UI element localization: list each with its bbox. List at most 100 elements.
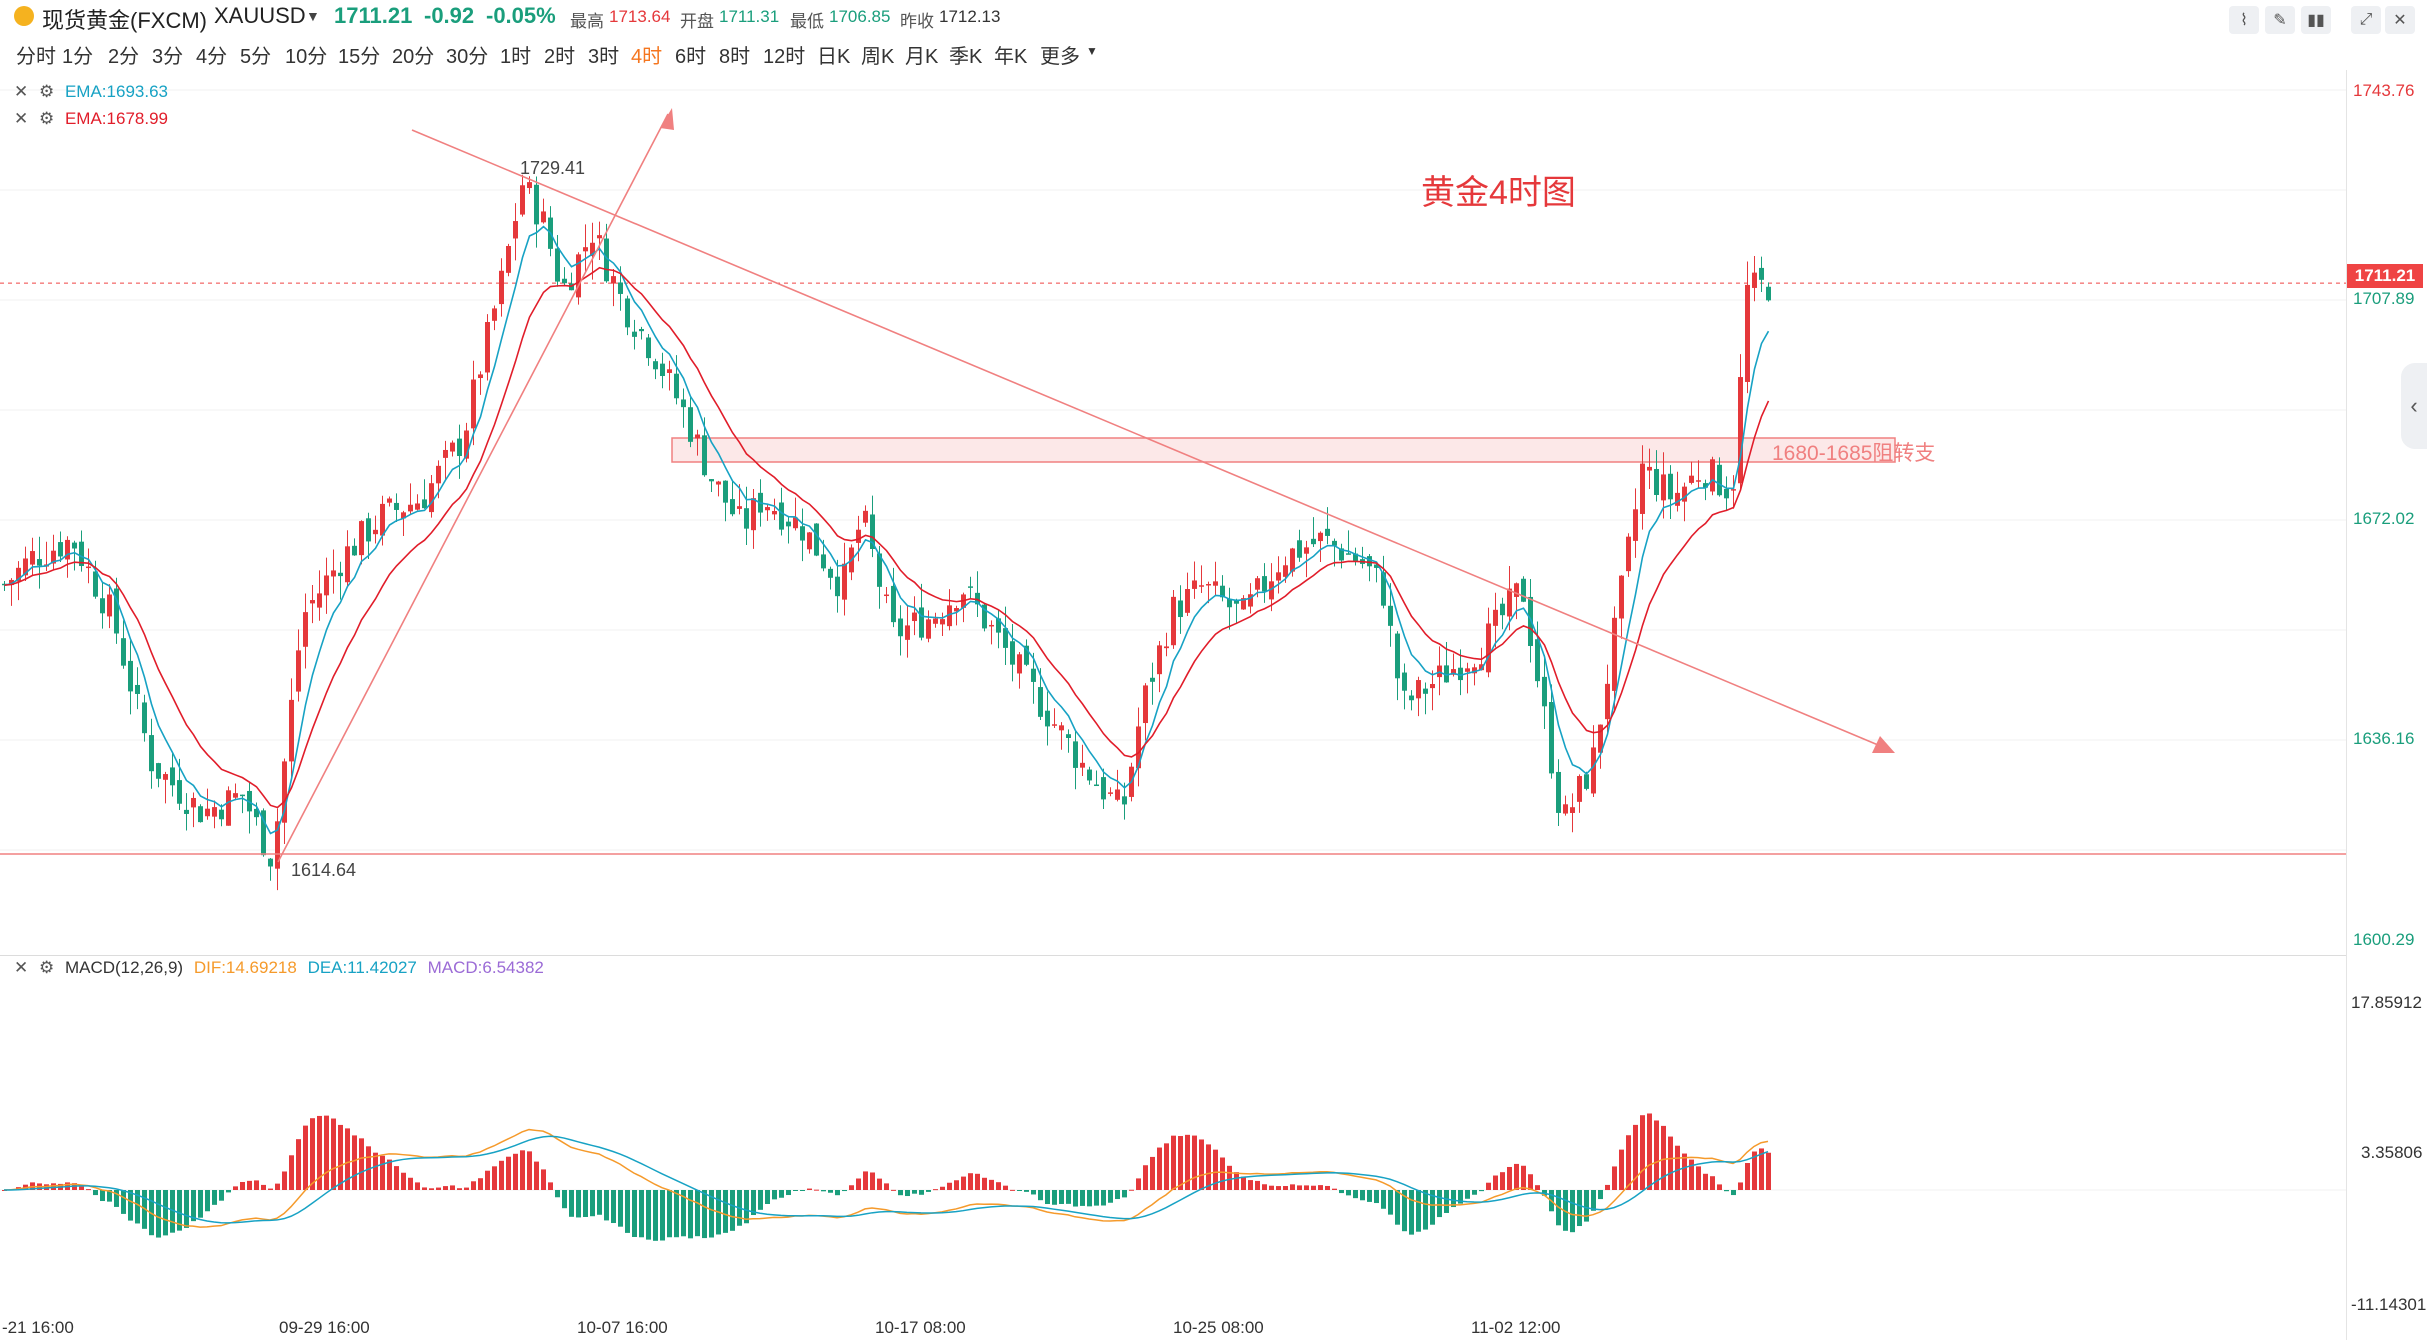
- macd-bar: [464, 1187, 469, 1190]
- gold-logo-icon: [14, 6, 34, 26]
- candle-body: [366, 518, 371, 542]
- symbol-code[interactable]: XAUUSD: [214, 3, 306, 28]
- candle-body: [1038, 687, 1043, 717]
- timeframe-14[interactable]: 6时: [675, 46, 707, 68]
- candle-body: [618, 282, 623, 294]
- price-chart[interactable]: [0, 70, 2347, 1343]
- macd-bar: [1612, 1166, 1617, 1190]
- downtrend-line: [411, 129, 1891, 751]
- macd-bar: [1157, 1147, 1162, 1190]
- ema-slow-label: EMA:1678.99: [64, 109, 168, 128]
- macd-bar: [324, 1115, 329, 1190]
- timeframe-20[interactable]: 季K: [949, 46, 983, 68]
- candle-body: [940, 619, 945, 625]
- candle-body: [394, 502, 399, 510]
- candle-body: [149, 735, 154, 772]
- timeframe-4[interactable]: 4分: [196, 46, 228, 68]
- candle-body: [191, 797, 196, 808]
- macd-bar: [548, 1182, 553, 1190]
- timeframe-10[interactable]: 1时: [500, 46, 532, 68]
- macd-bar: [212, 1190, 217, 1205]
- dea-line: [3, 1135, 1769, 1224]
- macd-bar: [121, 1190, 126, 1214]
- candle-body: [555, 248, 560, 282]
- candle-body: [86, 566, 91, 569]
- close-icon[interactable]: ✕: [2385, 6, 2415, 34]
- timeframe-9[interactable]: 30分: [446, 46, 489, 68]
- macd-bar: [1752, 1151, 1757, 1190]
- candle-body: [499, 270, 504, 305]
- candle-body: [1451, 669, 1456, 675]
- macd-bar: [1227, 1165, 1232, 1190]
- timeframe-13[interactable]: 4时: [631, 46, 663, 68]
- timeframe-0[interactable]: 分时: [16, 46, 56, 68]
- candle-body: [282, 761, 287, 823]
- timeframe-22[interactable]: 更多: [1040, 46, 1080, 68]
- remove-indicator-icon[interactable]: ✕: [14, 109, 29, 128]
- symbol-dropdown-icon[interactable]: ▼: [306, 8, 320, 24]
- candle-body: [667, 369, 672, 373]
- macd-bar: [1640, 1115, 1645, 1190]
- candle-body: [1381, 572, 1386, 606]
- timeframe-7[interactable]: 15分: [338, 46, 381, 68]
- macd-bar: [366, 1146, 371, 1190]
- candle-body: [681, 399, 686, 408]
- timeframe-8[interactable]: 20分: [392, 46, 435, 68]
- candle-body: [1556, 771, 1561, 813]
- macd-bar: [191, 1190, 196, 1222]
- settings-icon[interactable]: ⚙: [38, 958, 55, 977]
- remove-indicator-icon[interactable]: ✕: [14, 82, 29, 101]
- timeframe-21[interactable]: 年K: [994, 46, 1028, 68]
- expand-icon[interactable]: ⤢: [2351, 6, 2381, 34]
- collapse-panel-icon[interactable]: ‹: [2401, 363, 2427, 449]
- timeframe-18[interactable]: 周K: [861, 46, 895, 68]
- settings-icon[interactable]: ⚙: [38, 109, 55, 128]
- candle-body: [919, 607, 924, 638]
- macd-bar: [653, 1190, 658, 1241]
- candle-body: [702, 435, 707, 476]
- more-dropdown-icon[interactable]: ▼: [1086, 44, 1098, 58]
- pen-icon[interactable]: ✎: [2265, 6, 2295, 34]
- timeframe-1[interactable]: 1分: [62, 46, 94, 68]
- timeframe-2[interactable]: 2分: [108, 46, 140, 68]
- candle-body: [198, 806, 203, 823]
- timeframe-3[interactable]: 3分: [152, 46, 184, 68]
- macd-bar: [954, 1180, 959, 1190]
- candle-body: [1731, 489, 1736, 491]
- macd-bar: [1066, 1190, 1071, 1204]
- open-label: 开盘: [680, 12, 714, 31]
- macd-bar: [1521, 1165, 1526, 1190]
- candle-settings-icon[interactable]: ▮▮: [2301, 6, 2331, 34]
- candle-body: [128, 660, 133, 692]
- timeframe-11[interactable]: 2时: [544, 46, 576, 68]
- candle-body: [1717, 464, 1722, 496]
- macd-bar: [744, 1190, 749, 1224]
- remove-indicator-icon[interactable]: ✕: [14, 958, 29, 977]
- timeframe-6[interactable]: 10分: [285, 46, 328, 68]
- candle-body: [1290, 548, 1295, 572]
- timeframe-17[interactable]: 日K: [817, 46, 851, 68]
- candle-body: [688, 407, 693, 442]
- price-change-pct: -0.05%: [486, 3, 556, 28]
- ema-fast-line: [4, 225, 1770, 835]
- timeframe-5[interactable]: 5分: [240, 46, 272, 68]
- candle-body: [1304, 547, 1309, 554]
- macd-bar: [1430, 1190, 1435, 1225]
- candle-body: [1528, 596, 1533, 646]
- settings-icon[interactable]: ⚙: [38, 82, 55, 101]
- timeframe-16[interactable]: 12时: [763, 46, 806, 68]
- macd-bar: [380, 1155, 385, 1190]
- macd-bar: [751, 1190, 756, 1216]
- macd-bar: [842, 1190, 847, 1192]
- timeframe-12[interactable]: 3时: [588, 46, 620, 68]
- candle-body: [1332, 540, 1337, 546]
- ema-fast-legend: ✕ ⚙ EMA:1693.63: [14, 82, 168, 102]
- symbol-name[interactable]: 现货黄金(FXCM): [42, 8, 207, 33]
- candle-body: [982, 604, 987, 629]
- candle-body: [450, 442, 455, 452]
- line-chart-icon[interactable]: ⌇: [2229, 6, 2259, 34]
- header-bar: 现货黄金(FXCM) XAUUSD ▼ 1711.21 -0.92 -0.05%…: [0, 0, 2427, 36]
- macd-bar: [156, 1190, 161, 1238]
- timeframe-19[interactable]: 月K: [905, 46, 939, 68]
- timeframe-15[interactable]: 8时: [719, 46, 751, 68]
